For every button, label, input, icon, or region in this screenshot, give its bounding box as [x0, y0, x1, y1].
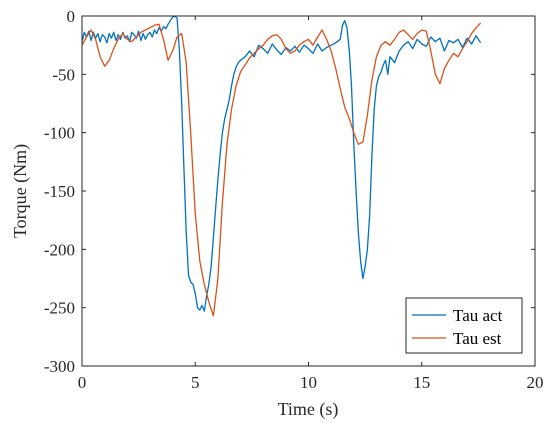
y-axis-label: Torque (Nm)	[10, 144, 31, 238]
y-tick-label: -50	[52, 65, 75, 84]
y-tick-label: -150	[44, 182, 75, 201]
x-tick-label: 5	[191, 373, 200, 392]
series-line-tau-est	[81, 22, 482, 317]
y-tick-label: -100	[44, 124, 75, 143]
y-tick-label: -200	[44, 240, 75, 259]
legend-box	[405, 297, 523, 354]
series-layer	[81, 15, 482, 317]
legend-label-tau-est: Tau est	[453, 329, 502, 348]
x-axis-label: Time (s)	[278, 399, 339, 420]
x-tick-label: 15	[413, 373, 430, 392]
x-tick-label: 0	[78, 373, 87, 392]
x-tick-label: 20	[527, 373, 544, 392]
y-tick-label: -300	[44, 357, 75, 376]
x-tick-label: 10	[300, 373, 317, 392]
legend-label-tau-act: Tau act	[453, 306, 503, 325]
y-tick-label: 0	[67, 7, 76, 26]
y-tick-label: -250	[44, 299, 75, 318]
series-line-tau-act	[81, 15, 482, 312]
tick-layer: 0 5 10 15 20 0 -50 -100 -150 -200 -250 -300	[44, 7, 544, 392]
legend: Tau act Tau est	[405, 297, 523, 354]
